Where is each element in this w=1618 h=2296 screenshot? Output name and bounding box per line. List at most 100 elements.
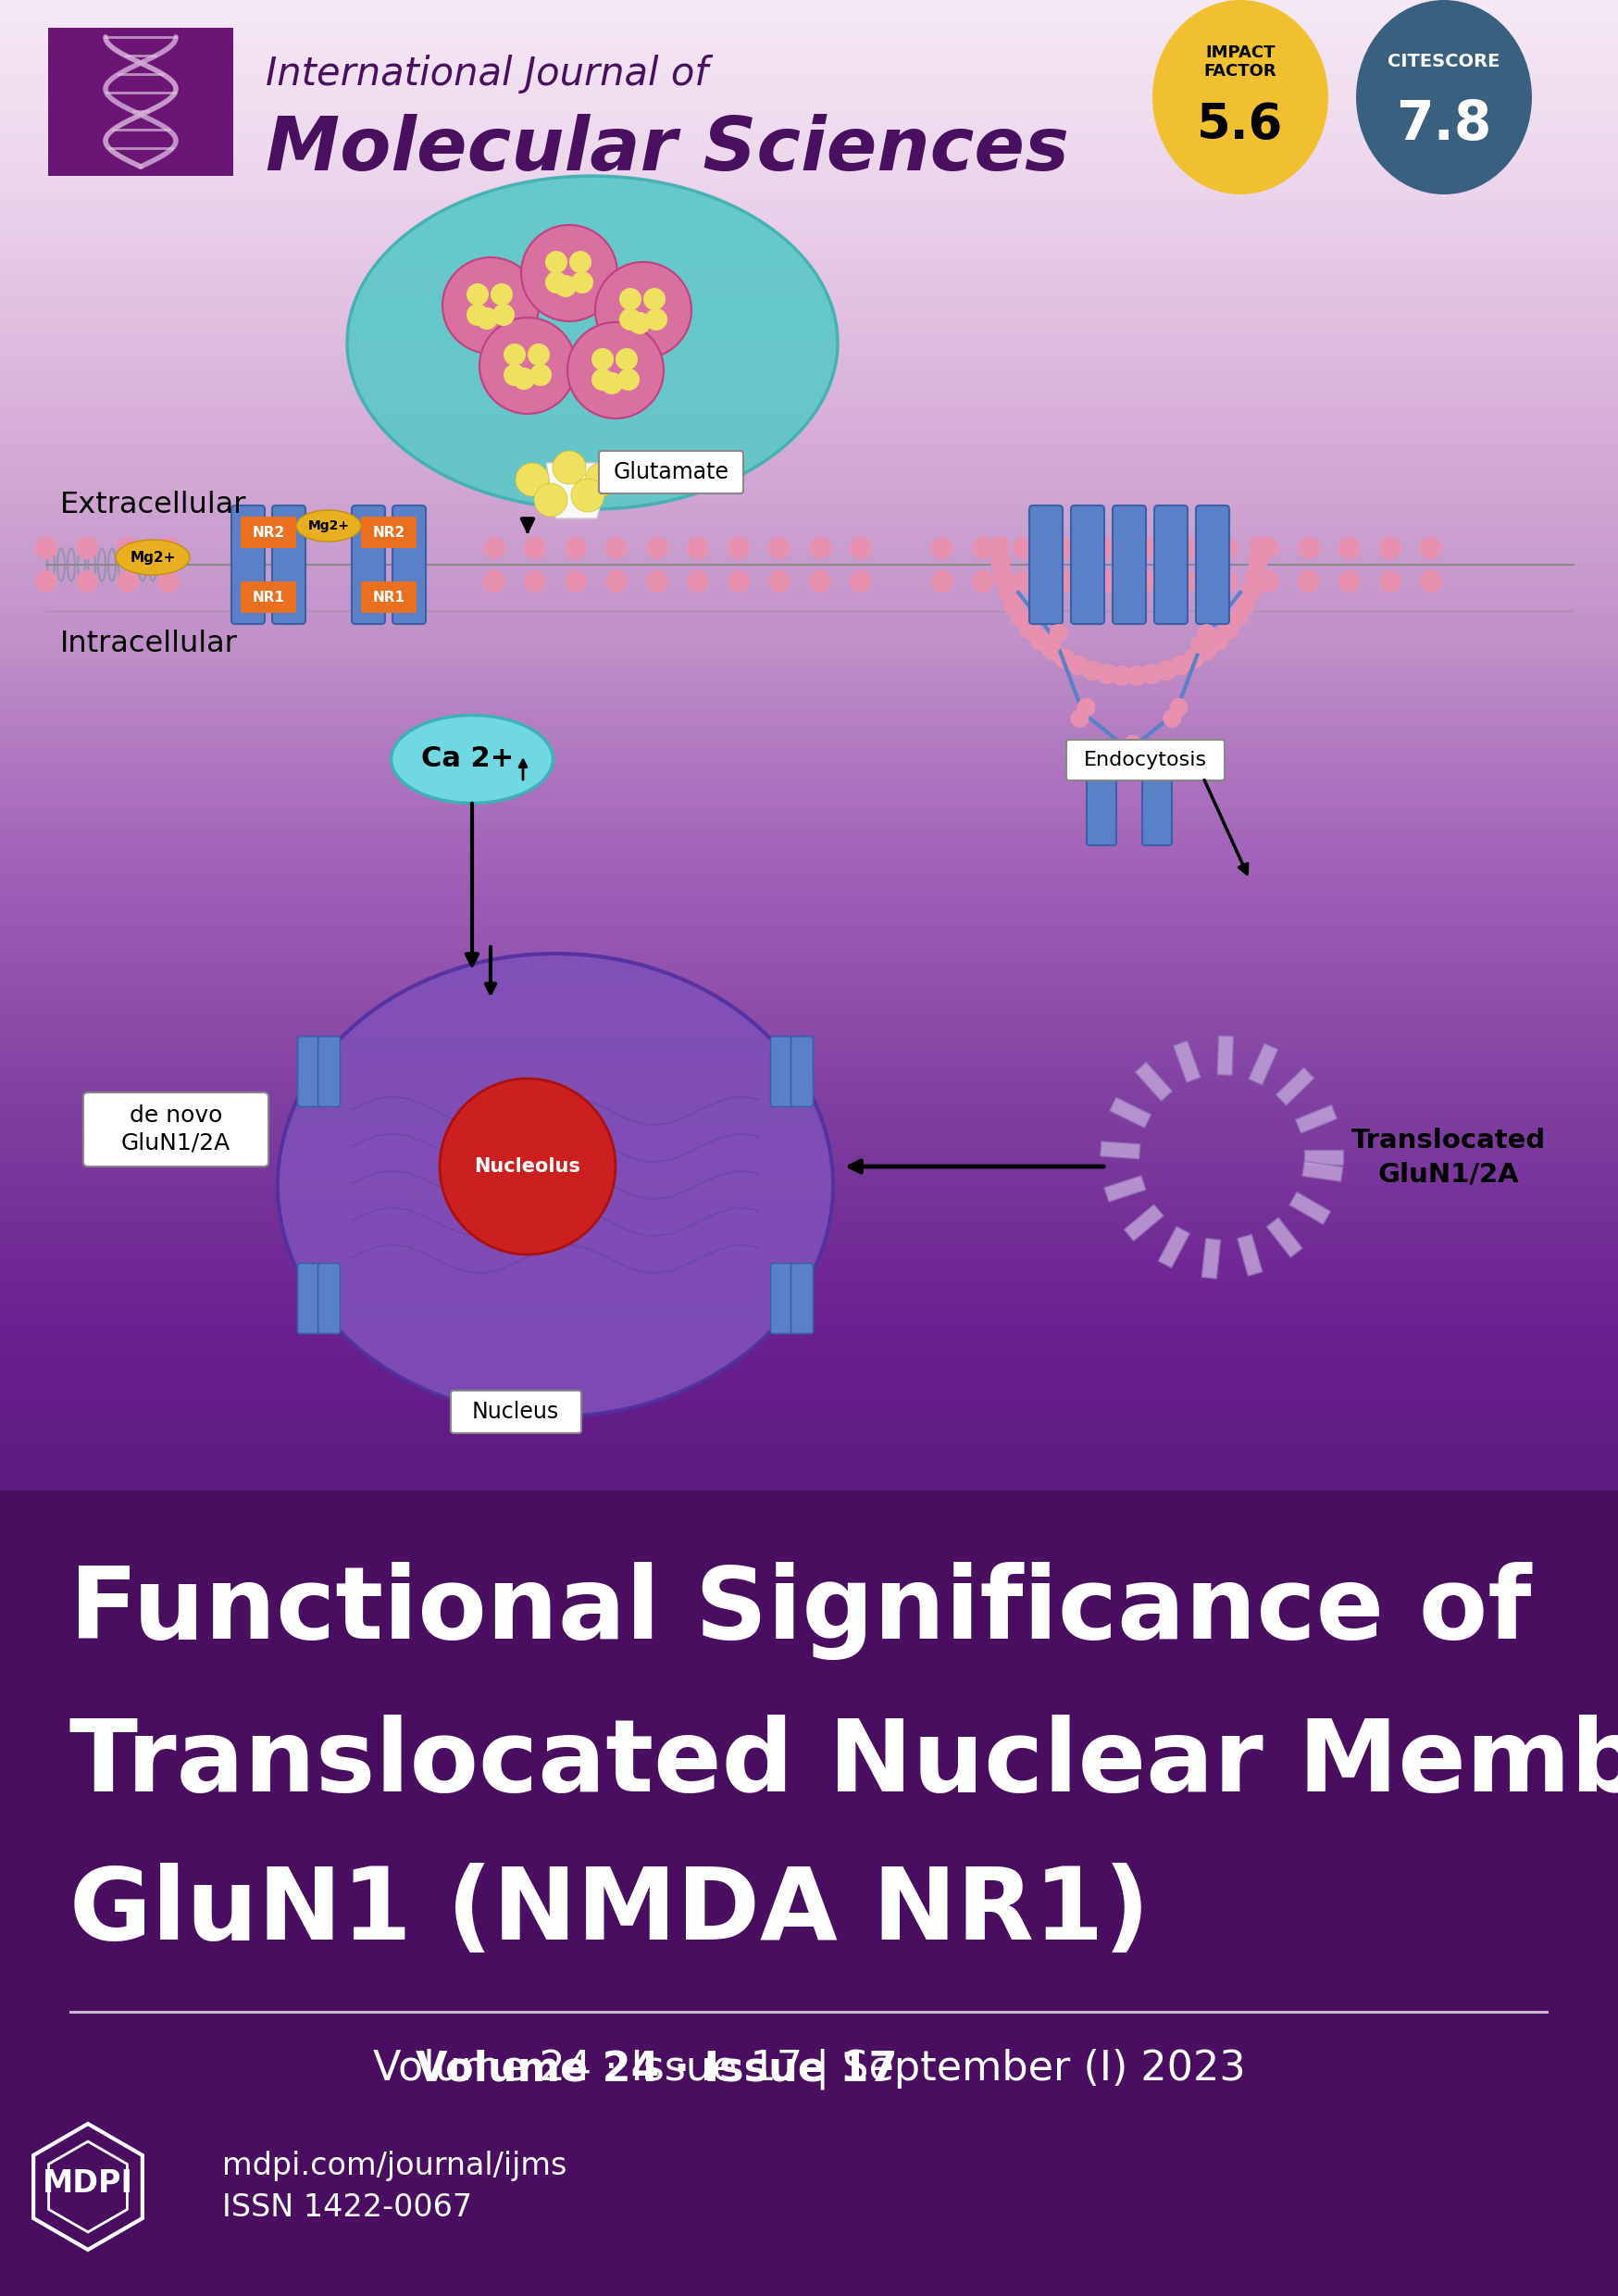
Circle shape	[1053, 537, 1076, 560]
Bar	[0, 1841, 1618, 1848]
Circle shape	[1053, 569, 1076, 592]
Circle shape	[116, 537, 139, 560]
Bar	[0, 1860, 1618, 1864]
Bar	[0, 73, 1618, 80]
Polygon shape	[1249, 1042, 1278, 1086]
Bar	[0, 567, 1618, 574]
Text: 7.8: 7.8	[1396, 99, 1492, 152]
Text: CITESCORE: CITESCORE	[1388, 53, 1500, 71]
Bar	[0, 1998, 1618, 2002]
Bar	[0, 1669, 1618, 1676]
Bar	[0, 1825, 1618, 1832]
Bar	[0, 310, 1618, 315]
Bar	[0, 872, 1618, 877]
Circle shape	[646, 537, 668, 560]
Bar	[0, 1566, 1618, 1573]
Bar	[0, 1968, 1618, 1975]
Bar	[0, 1750, 1618, 1756]
Bar	[0, 1515, 1618, 1520]
Bar	[0, 1355, 1618, 1359]
Circle shape	[484, 537, 505, 560]
Circle shape	[492, 303, 515, 326]
Bar	[0, 57, 1618, 62]
Bar	[0, 92, 1618, 96]
Polygon shape	[1217, 1035, 1233, 1075]
Text: Volume 24 · Issue 17 | September (I) 2023: Volume 24 · Issue 17 | September (I) 202…	[372, 2048, 1246, 2089]
Bar	[0, 1033, 1618, 1038]
Circle shape	[932, 537, 953, 560]
Circle shape	[1134, 537, 1157, 560]
Text: Nucleus: Nucleus	[472, 1401, 560, 1424]
Bar	[0, 976, 1618, 983]
Bar	[0, 1906, 1618, 1910]
Bar	[0, 1795, 1618, 1802]
Circle shape	[993, 565, 1013, 585]
Bar	[0, 643, 1618, 647]
Bar	[0, 590, 1618, 597]
Circle shape	[972, 569, 993, 592]
Bar	[0, 177, 1618, 184]
Circle shape	[1097, 664, 1116, 684]
Bar	[0, 1210, 1618, 1217]
Bar	[0, 613, 1618, 620]
Bar	[0, 1486, 1618, 1492]
Bar	[0, 1371, 1618, 1378]
Bar	[0, 533, 1618, 540]
Circle shape	[545, 250, 568, 273]
FancyBboxPatch shape	[1071, 505, 1103, 625]
Bar	[0, 1141, 1618, 1148]
Bar	[0, 1107, 1618, 1114]
Bar	[0, 1332, 1618, 1336]
Bar	[0, 1991, 1618, 1998]
Bar	[0, 1102, 1618, 1109]
Text: NR2: NR2	[372, 526, 404, 540]
Bar	[0, 1653, 1618, 1658]
Circle shape	[686, 569, 709, 592]
Circle shape	[565, 537, 587, 560]
Circle shape	[1247, 551, 1269, 572]
Bar	[0, 716, 1618, 723]
Circle shape	[1094, 569, 1116, 592]
Circle shape	[1228, 606, 1247, 627]
Bar	[0, 2140, 1618, 2147]
Circle shape	[1379, 537, 1401, 560]
Circle shape	[440, 1079, 615, 1254]
Bar	[0, 494, 1618, 501]
Circle shape	[570, 250, 592, 273]
Bar	[0, 700, 1618, 707]
Bar	[0, 1853, 1618, 1860]
Bar	[0, 1577, 1618, 1584]
FancyBboxPatch shape	[298, 1035, 320, 1107]
FancyBboxPatch shape	[272, 505, 306, 625]
Bar	[0, 326, 1618, 333]
Bar	[0, 2009, 1618, 2016]
Polygon shape	[1100, 1141, 1141, 1159]
Bar	[0, 1153, 1618, 1159]
Polygon shape	[1158, 1226, 1189, 1267]
Bar	[0, 1015, 1618, 1022]
Circle shape	[620, 308, 641, 331]
Circle shape	[36, 569, 57, 592]
Bar	[0, 1463, 1618, 1469]
Text: Translocated Nuclear Membrane: Translocated Nuclear Membrane	[70, 1715, 1618, 1814]
Bar	[0, 149, 1618, 156]
Bar	[0, 1244, 1618, 1251]
Bar	[0, 1784, 1618, 1791]
Bar	[0, 1497, 1618, 1504]
Bar	[0, 1642, 1618, 1649]
Bar	[0, 1688, 1618, 1694]
Bar	[0, 1848, 1618, 1855]
Polygon shape	[1110, 1097, 1150, 1127]
FancyBboxPatch shape	[393, 505, 426, 625]
Bar	[0, 992, 1618, 999]
Bar	[0, 877, 1618, 884]
Text: Volume 24 · Issue 17: Volume 24 · Issue 17	[416, 2050, 896, 2089]
Bar	[0, 2135, 1618, 2140]
Bar	[0, 2239, 1618, 2245]
Bar	[0, 1240, 1618, 1244]
Bar	[0, 808, 1618, 815]
Bar	[0, 356, 1618, 360]
Circle shape	[769, 537, 791, 560]
Bar	[0, 1440, 1618, 1446]
Bar	[0, 1704, 1618, 1711]
